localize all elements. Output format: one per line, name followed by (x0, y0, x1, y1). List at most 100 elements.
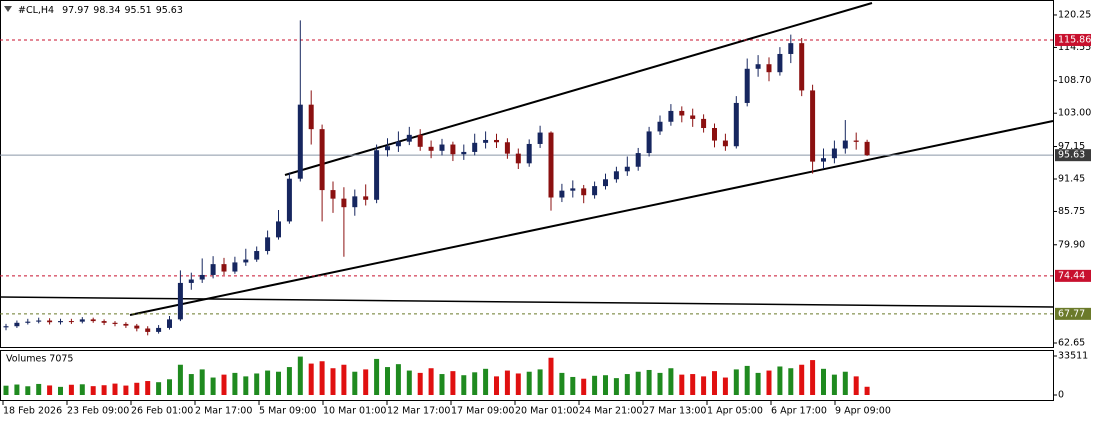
candle-body (68, 321, 74, 323)
volume-bar (112, 383, 118, 395)
candle-body (504, 142, 510, 154)
volume-bar (494, 376, 499, 395)
volume-bar (744, 365, 750, 395)
candle-body (308, 104, 314, 130)
x-tick-label: 10 Mar 01:00 (323, 406, 386, 417)
volume-bar (232, 372, 238, 395)
channel-lower (129, 120, 1054, 316)
candle-body (766, 64, 772, 73)
volume-bar (701, 376, 707, 395)
candle-body (3, 326, 9, 328)
candle-body (243, 259, 249, 263)
candle-body (864, 141, 870, 156)
candle-body (330, 190, 336, 199)
volume-bar (156, 382, 162, 395)
symbol-icon (4, 6, 12, 12)
volume-bar (395, 364, 401, 395)
volume-bar (450, 371, 456, 395)
volume-bar (188, 374, 194, 395)
candle-body (25, 321, 31, 323)
volume-bar (145, 381, 151, 395)
volume-bar (68, 384, 74, 395)
high: 98.34 (93, 5, 120, 16)
volume-bar (14, 384, 20, 395)
candle-body (297, 104, 303, 179)
volume-bar (374, 358, 380, 395)
y-tick-label: 103.00 (1058, 108, 1091, 119)
candle-body (406, 134, 412, 142)
volume-bar (570, 376, 576, 395)
candle-body (821, 158, 826, 162)
candle-body (210, 264, 216, 275)
candle-body (733, 102, 739, 147)
y-tick-label: 85.75 (1058, 206, 1085, 217)
volume-bar (864, 386, 870, 395)
candle-body (831, 148, 837, 159)
candle-body (47, 320, 53, 323)
volume-bar (461, 375, 467, 395)
volume-bar (385, 367, 390, 395)
candle-body (755, 64, 761, 69)
candle-body (472, 142, 478, 152)
candle-body (483, 139, 489, 143)
candle-body (112, 322, 118, 324)
y-tick-label: 62.65 (1058, 338, 1085, 349)
volume-bar (755, 372, 761, 395)
candle-body (635, 153, 641, 167)
volume-bar (504, 370, 510, 395)
candle-body (134, 325, 140, 329)
candle-body (777, 53, 783, 73)
volume-bar (483, 368, 489, 395)
volume-bar (265, 370, 271, 395)
candle-body (374, 150, 380, 200)
volume-bar (406, 370, 412, 395)
candle-body (450, 144, 456, 155)
volume-bar (352, 371, 358, 395)
candle-body (101, 321, 107, 323)
candle-body (439, 144, 445, 151)
y-tick-label: 0 (1058, 390, 1064, 401)
candle-body (570, 188, 576, 191)
horizontal-line (0, 296, 1054, 308)
volume-bar (853, 376, 859, 395)
candle-body (701, 118, 707, 129)
volume-bar (221, 374, 227, 395)
volume-bar (254, 373, 260, 395)
x-tick-label: 12 Mar 17:00 (387, 406, 450, 417)
candle-body (690, 115, 696, 119)
volume-bar (624, 374, 630, 395)
candle-body (90, 319, 96, 322)
volume-bar (36, 383, 42, 395)
candle-body (592, 186, 598, 196)
candle-body (167, 319, 172, 328)
level-tag-label: 115.86 (1058, 34, 1091, 45)
candle-body (254, 251, 260, 260)
open: 97.97 (62, 5, 89, 16)
candle-body (559, 190, 565, 198)
y-tick-label: 33511 (1058, 351, 1088, 362)
x-tick-label: 20 Mar 01:00 (515, 406, 578, 417)
candle-body (417, 134, 423, 147)
volume-bar (428, 368, 434, 395)
x-tick-label: 23 Feb 09:00 (67, 406, 129, 417)
y-tick-label: 79.90 (1058, 239, 1085, 250)
volume-bar (319, 361, 325, 395)
symbol: #CL,H4 (18, 5, 54, 16)
volume-bar (810, 360, 816, 395)
x-tick-label: 17 Mar 09:00 (451, 406, 514, 417)
volume-bar (330, 368, 336, 395)
volume-bar (733, 369, 739, 395)
level-tag (1055, 33, 1091, 46)
volume-title: Volumes 7075 (6, 354, 73, 365)
volume-bar (842, 371, 848, 395)
candle-body (156, 327, 162, 332)
candle-body (199, 274, 205, 280)
volume-bar (646, 369, 652, 395)
candle-body (646, 131, 652, 154)
volume-bar (341, 364, 347, 395)
volume-bar (439, 374, 445, 395)
x-tick-label: 9 Apr 09:00 (835, 406, 891, 417)
level-tag (1055, 269, 1091, 282)
last-price-label: 95.63 (1058, 150, 1085, 161)
